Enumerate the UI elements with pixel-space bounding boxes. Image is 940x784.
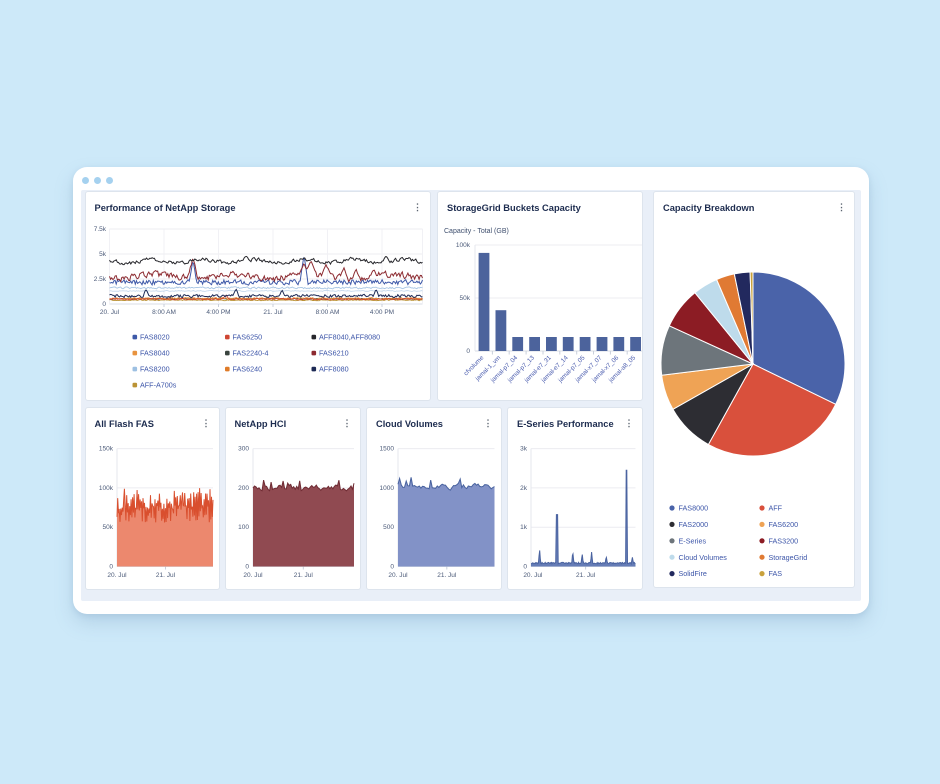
svg-text:FAS3200: FAS3200 bbox=[769, 536, 799, 545]
svg-text:0: 0 bbox=[102, 301, 106, 308]
svg-text:50k: 50k bbox=[102, 524, 113, 531]
svg-text:5k: 5k bbox=[99, 251, 107, 258]
svg-text:21. Jul: 21. Jul bbox=[263, 309, 283, 316]
svg-text:20. Jul: 20. Jul bbox=[99, 309, 119, 316]
svg-text:20. Jul: 20. Jul bbox=[388, 572, 408, 579]
svg-text:FAS: FAS bbox=[769, 569, 783, 578]
svg-text:50k: 50k bbox=[460, 295, 471, 302]
svg-text:20. Jul: 20. Jul bbox=[243, 572, 263, 579]
svg-text:100: 100 bbox=[238, 524, 249, 531]
svg-text:4:00 PM: 4:00 PM bbox=[206, 309, 230, 316]
svg-text:StorageGrid: StorageGrid bbox=[769, 553, 808, 562]
svg-text:21. Jul: 21. Jul bbox=[437, 572, 457, 579]
svg-text:FAS6200: FAS6200 bbox=[769, 520, 799, 529]
svg-text:21. Jul: 21. Jul bbox=[293, 572, 313, 579]
svg-text:21. Jul: 21. Jul bbox=[155, 572, 175, 579]
svg-text:8:00 AM: 8:00 AM bbox=[315, 309, 339, 316]
svg-text:7.5k: 7.5k bbox=[93, 226, 106, 233]
svg-text:1k: 1k bbox=[520, 524, 528, 531]
svg-text:100k: 100k bbox=[456, 242, 471, 249]
svg-text:500: 500 bbox=[383, 524, 394, 531]
svg-text:100k: 100k bbox=[98, 485, 113, 492]
svg-text:FAS8020: FAS8020 bbox=[140, 333, 170, 342]
svg-text:2k: 2k bbox=[520, 485, 528, 492]
svg-text:1000: 1000 bbox=[380, 485, 395, 492]
svg-text:FAS8000: FAS8000 bbox=[679, 504, 709, 513]
svg-text:2.5k: 2.5k bbox=[93, 276, 106, 283]
svg-text:FAS8040: FAS8040 bbox=[140, 349, 170, 358]
svg-text:21. Jul: 21. Jul bbox=[576, 572, 596, 579]
svg-text:150k: 150k bbox=[98, 446, 113, 453]
svg-text:20. Jul: 20. Jul bbox=[523, 572, 543, 579]
svg-text:0: 0 bbox=[390, 564, 394, 571]
svg-text:AFF: AFF bbox=[769, 504, 783, 513]
svg-text:FAS6210: FAS6210 bbox=[319, 349, 349, 358]
svg-text:0: 0 bbox=[466, 348, 470, 355]
svg-text:1500: 1500 bbox=[380, 446, 395, 453]
svg-text:Cloud Volumes: Cloud Volumes bbox=[679, 553, 728, 562]
svg-text:FAS6240: FAS6240 bbox=[232, 365, 262, 374]
svg-text:0: 0 bbox=[109, 564, 113, 571]
svg-text:20. Jul: 20. Jul bbox=[107, 572, 127, 579]
svg-text:E-Series: E-Series bbox=[679, 536, 707, 545]
svg-text:0: 0 bbox=[523, 564, 527, 571]
svg-text:4:00 PM: 4:00 PM bbox=[369, 309, 393, 316]
svg-text:FAS2240-4: FAS2240-4 bbox=[232, 349, 268, 358]
svg-text:SolidFire: SolidFire bbox=[679, 569, 707, 578]
svg-text:AFF8080: AFF8080 bbox=[319, 365, 349, 374]
svg-text:3k: 3k bbox=[520, 446, 528, 453]
svg-text:FAS2000: FAS2000 bbox=[679, 520, 709, 529]
svg-text:FAS6250: FAS6250 bbox=[232, 333, 262, 342]
svg-text:200: 200 bbox=[238, 485, 249, 492]
svg-text:FAS8200: FAS8200 bbox=[140, 365, 170, 374]
svg-text:0: 0 bbox=[245, 564, 249, 571]
svg-text:300: 300 bbox=[238, 446, 249, 453]
svg-text:AFF8040,AFF8080: AFF8040,AFF8080 bbox=[319, 333, 380, 342]
svg-text:8:00 AM: 8:00 AM bbox=[152, 309, 176, 316]
svg-text:AFF-A700s: AFF-A700s bbox=[140, 381, 177, 390]
